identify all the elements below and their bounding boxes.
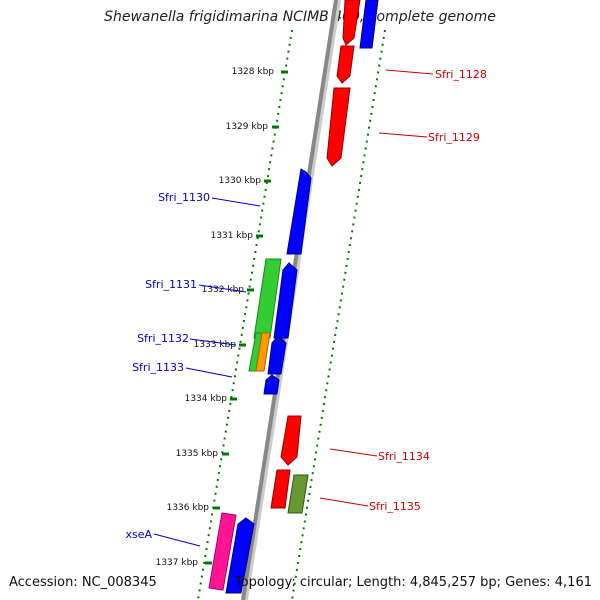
gene-label-sfri-1133[interactable]: Sfri_1133 [132, 361, 184, 374]
tick-1331: 1331 kbp [211, 231, 263, 241]
tick-label: 1335 kbp [176, 449, 219, 459]
gene-arrow-xsea[interactable] [225, 517, 255, 594]
leader-sfri-1131 [198, 284, 247, 293]
gene-arrow-sfri-1128[interactable] [336, 45, 355, 84]
leader-sfri-1128 [385, 69, 434, 75]
gene-label-sfri-1129[interactable]: Sfri_1129 [428, 131, 480, 144]
tick-1329: 1329 kbp [226, 122, 279, 132]
tick-label: 1337 kbp [156, 558, 199, 568]
leader-sfri-1134 [329, 448, 378, 457]
leader-sfri-1135 [319, 497, 369, 507]
tick-label: 1333 kbp [194, 340, 237, 350]
tick-1328: 1328 kbp [232, 67, 288, 77]
tick-1334: 1334 kbp [185, 394, 237, 404]
tick-label: 1328 kbp [232, 67, 275, 77]
tick-label: 1332 kbp [202, 285, 245, 295]
gene-arrow-sfri-1133[interactable] [263, 374, 280, 395]
tick-1330: 1330 kbp [219, 176, 271, 186]
gene-label-sfri-1128[interactable]: Sfri_1128 [435, 68, 487, 81]
leader-sfri-1132 [189, 338, 237, 346]
tick-label: 1329 kbp [226, 122, 269, 132]
leader-sfri-1130 [211, 197, 261, 207]
genome-summary-text: Topology: circular; Length: 4,845,257 bp… [234, 575, 592, 590]
leader-xsea [153, 533, 201, 547]
gene-label-sfri-1134[interactable]: Sfri_1134 [378, 450, 430, 463]
gene-label-sfri-1135[interactable]: Sfri_1135 [369, 500, 421, 513]
tick-label: 1330 kbp [219, 176, 262, 186]
leader-sfri-1133 [185, 367, 233, 378]
gene-arrow-sfri-1129[interactable] [326, 87, 351, 167]
gene-label-sfri-1131[interactable]: Sfri_1131 [145, 278, 197, 291]
tick-1337: 1337 kbp [156, 558, 212, 568]
gene-arrow-reverse-top[interactable] [342, 0, 361, 46]
gene-arrow-xsea-magenta[interactable] [208, 512, 237, 591]
gene-label-xsea[interactable]: xseA [125, 528, 152, 541]
inner-guide-line [197, 29, 293, 600]
tick-1336: 1336 kbp [167, 503, 220, 513]
gene-arrow-sfri-1133-blue[interactable] [267, 335, 287, 375]
gene-arrow-forward-top[interactable] [359, 0, 379, 49]
tick-1332: 1332 kbp [202, 285, 254, 295]
gene-arrow-sfri-1135[interactable] [287, 474, 309, 514]
gene-arrow-sfri-1132[interactable] [255, 332, 271, 372]
tick-1335: 1335 kbp [176, 449, 229, 459]
outer-guide-line [291, 29, 386, 600]
gene-arrow-green[interactable] [253, 258, 282, 339]
tick-1333: 1333 kbp [194, 340, 246, 350]
map-title: Shewanella frigidimarina NCIMB 400, comp… [104, 9, 496, 25]
leader-sfri-1129 [378, 132, 428, 138]
gene-arrow-sfri-1134[interactable] [280, 415, 302, 466]
gene-label-sfri-1130[interactable]: Sfri_1130 [158, 191, 210, 204]
tick-label: 1331 kbp [211, 231, 254, 241]
gene-arrow-sfri-1135-red[interactable] [270, 469, 291, 509]
accession-text: Accession: NC_008345 [9, 575, 157, 590]
gene-arrow-sfri-1130[interactable] [286, 168, 312, 255]
tick-label: 1336 kbp [167, 503, 210, 513]
tick-label: 1334 kbp [185, 394, 228, 404]
gene-label-sfri-1132[interactable]: Sfri_1132 [137, 332, 189, 345]
